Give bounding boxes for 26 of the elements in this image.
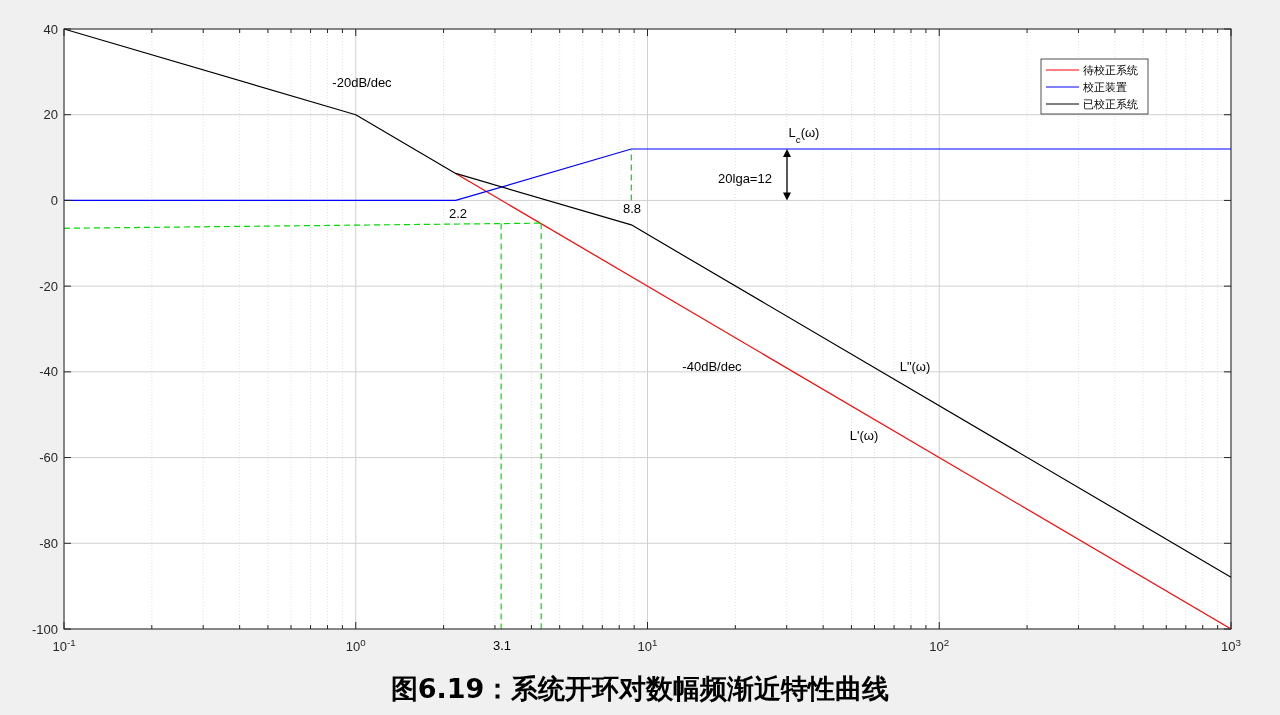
- legend-label: 已校正系统: [1083, 98, 1138, 111]
- y-tick-label: -40: [39, 364, 58, 380]
- text: 3.1: [492, 638, 512, 653]
- x-tick-label: 10$^{1}$: [637, 636, 658, 654]
- y-tick-label: -20: [39, 278, 58, 294]
- annotation: -20dB/dec: [332, 75, 393, 90]
- annotation: -40dB/dec: [682, 359, 743, 374]
- annotation: 8.8: [622, 201, 642, 216]
- x-tick-label: 10$^{-1}$: [52, 636, 76, 654]
- text: 图6.19：系统开环对数幅频渐近特性曲线: [390, 673, 890, 704]
- legend-label: 校正装置: [1082, 81, 1127, 94]
- y-tick-label: 40: [43, 21, 58, 37]
- annotation: L$_{c}$(ω): [788, 125, 820, 145]
- annotation: L"(ω): [899, 359, 931, 374]
- annotation: 2.2: [448, 206, 468, 221]
- y-tick-label: -60: [39, 450, 58, 466]
- y-tick-label: 20: [43, 107, 58, 123]
- annotation: L'(ω): [849, 428, 879, 443]
- x-tick-label: 10$^{2}$: [929, 636, 950, 654]
- annotation: 20lga=12: [718, 171, 772, 186]
- x-tick-label: 10$^{3}$: [1221, 636, 1241, 654]
- legend-label: 待校正系统: [1083, 64, 1138, 77]
- y-tick-label: -80: [39, 535, 58, 551]
- y-tick-label: 0: [50, 192, 58, 208]
- y-tick-label: -100: [31, 621, 58, 637]
- x-tick-label: 10$^{0}$: [345, 636, 367, 654]
